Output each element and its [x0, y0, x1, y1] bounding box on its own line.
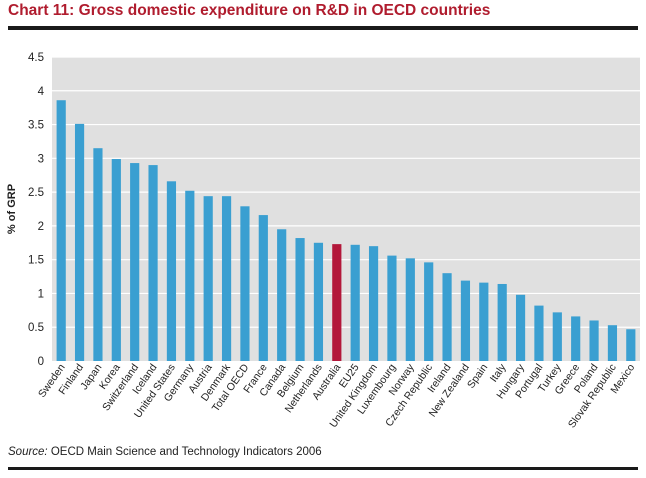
- source-note: Source: OECD Main Science and Technology…: [8, 446, 322, 458]
- y-tick-label: 2.5: [28, 187, 44, 199]
- bar-united-kingdom: [368, 246, 379, 361]
- bar-slovak-republic: [607, 325, 618, 361]
- bar-japan: [93, 148, 103, 361]
- bar-united-states: [166, 181, 177, 361]
- source-label: Source:: [8, 446, 48, 458]
- bar-france: [258, 215, 268, 361]
- bar-italy: [497, 283, 507, 361]
- bars: [56, 100, 636, 361]
- bar-netherlands: [313, 242, 324, 361]
- bar-iceland: [148, 165, 158, 361]
- source-text: OECD Main Science and Technology Indicat…: [47, 446, 322, 458]
- bar-eu25: [350, 244, 360, 361]
- bar-greece: [571, 316, 581, 361]
- x-tick-labels: SwedenFinlandJapanKoreaSwitzerlandIcelan…: [36, 361, 637, 430]
- y-tick-label: 4: [38, 86, 45, 98]
- bar-hungary: [515, 294, 526, 361]
- bar-portugal: [534, 305, 544, 361]
- y-tick-label: 1.5: [28, 255, 44, 267]
- bar-sweden: [56, 100, 66, 361]
- bar-turkey: [552, 312, 562, 361]
- bar-czech-republic: [424, 262, 434, 361]
- y-tick-label: 2: [38, 221, 44, 233]
- bar-spain: [479, 282, 489, 361]
- y-tick-label: 4.5: [28, 52, 44, 64]
- top-rule: [8, 26, 638, 30]
- bar-korea: [111, 159, 121, 361]
- y-tick-label: 3.5: [28, 120, 44, 132]
- bar-canada: [277, 229, 287, 361]
- bar-ireland: [442, 273, 452, 361]
- bar-germany: [185, 190, 195, 361]
- bar-finland: [74, 123, 85, 361]
- y-tick-label: 1: [38, 288, 44, 300]
- bar-chart: 0 0.5 1 1.5 2 2.5 3 3.5 4 4.5 SwedenFinlandJapanK…: [6, 52, 640, 430]
- y-tick-label: 0.5: [28, 322, 44, 334]
- chart-title: Chart 11: Gross domestic expenditure on …: [8, 2, 491, 19]
- bar-belgium: [295, 238, 305, 361]
- bar-total-oecd: [240, 206, 250, 361]
- y-tick-labels: 0 0.5 1 1.5 2 2.5 3 3.5 4 4.5: [28, 52, 45, 368]
- bottom-rule: [8, 467, 638, 470]
- bar-luxembourg: [387, 255, 397, 361]
- y-tick-label: 0: [38, 356, 44, 368]
- bar-australia: [332, 244, 342, 361]
- bar-switzerland: [130, 163, 140, 361]
- x-tick-label: Spain: [465, 362, 490, 391]
- plot-area: [52, 57, 640, 361]
- y-axis-label: % of GRP: [6, 184, 18, 234]
- bar-mexico: [626, 329, 636, 361]
- bar-poland: [589, 320, 599, 361]
- bar-new-zealand: [460, 280, 471, 361]
- bar-austria: [203, 196, 213, 361]
- bar-denmark: [221, 196, 232, 361]
- bar-norway: [405, 258, 415, 361]
- y-tick-label: 3: [38, 153, 44, 165]
